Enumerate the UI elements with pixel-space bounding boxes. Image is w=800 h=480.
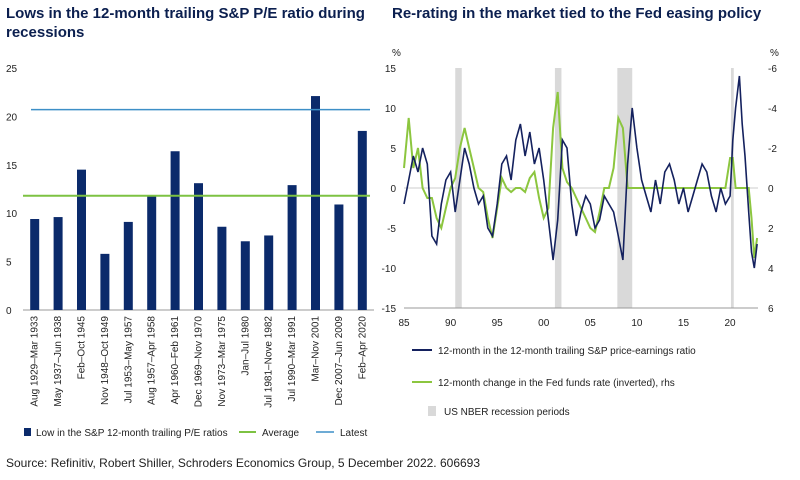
- x-tick-label: Jan–Jul 1980: [240, 316, 251, 376]
- x-tick-label: Nov 1948–Oct 1949: [100, 316, 111, 405]
- source-note: Source: Refinitiv, Robert Shiller, Schro…: [6, 456, 481, 470]
- left-y-tick-label: -10: [382, 264, 397, 275]
- legend-label-latest: Latest: [340, 428, 367, 439]
- right-y-tick-label: 2: [768, 224, 774, 235]
- x-tick-label: 85: [398, 318, 410, 329]
- x-tick-label: Jul 1990–Mar 1991: [287, 316, 298, 402]
- bar-13: [334, 204, 344, 310]
- y-tick-label: 0: [6, 306, 12, 317]
- legend-label-fed: 12-month change in the Fed funds rate (i…: [438, 378, 675, 389]
- bar-0: [30, 219, 40, 310]
- left-y-tick-label: 10: [385, 104, 397, 115]
- x-tick-label: 90: [445, 318, 457, 329]
- right-y-tick-label: -6: [768, 64, 777, 75]
- bar-7: [194, 183, 203, 310]
- right-y-tick-label: 4: [768, 264, 774, 275]
- left-y-tick-label: 5: [390, 144, 396, 155]
- bar-2: [77, 169, 86, 310]
- legend-label-bar: Low in the S&P 12-month trailing P/E rat…: [36, 428, 228, 439]
- bar-1: [53, 217, 63, 310]
- series-pe-line: [403, 75, 758, 269]
- x-tick-label: 95: [492, 318, 504, 329]
- left-y-tick-label: -5: [387, 224, 396, 235]
- right-y-tick-label: -4: [768, 104, 777, 115]
- x-tick-label: May 1937–Jun 1938: [53, 316, 64, 407]
- x-tick-label: Jul 1953–May 1957: [123, 316, 134, 404]
- x-tick-label: Jul 1981–Nove 1982: [264, 316, 275, 408]
- series-fed-funds-line: [403, 91, 759, 259]
- y-tick-label: 15: [6, 161, 18, 172]
- right-y-tick-label: -2: [768, 144, 777, 155]
- legend-swatch-bar: [24, 428, 31, 436]
- right-chart-title: Re-rating in the market tied to the Fed …: [392, 5, 762, 22]
- bar-14: [357, 130, 367, 310]
- x-tick-label: Feb–Apr 2020: [357, 316, 368, 380]
- right-line-chart: % % 15 10 5 0 -5 -10 -15 -6 -4 -2 0 2 4 6 85 90 95 00 05 10 15…: [382, 48, 779, 418]
- y-tick-label: 25: [6, 64, 18, 75]
- x-tick-label: 10: [631, 318, 643, 329]
- left-bar-chart: 0 5 10 15 20 25 Aug 1929–Mar 1933 May 1937–Jun …: [6, 64, 374, 439]
- right-axis-unit: %: [770, 48, 779, 59]
- bar-4: [123, 221, 133, 310]
- bar-12: [311, 96, 320, 311]
- bar-10: [264, 235, 274, 310]
- legend-label-pe: 12-month in the 12-month trailing S&P pr…: [438, 346, 696, 357]
- right-y-tick-label: 0: [768, 184, 774, 195]
- bar-9: [240, 241, 250, 310]
- bar-8: [217, 226, 227, 310]
- x-tick-label: Dec 1969–Nov 1970: [194, 316, 205, 408]
- left-y-tick-label: 0: [390, 184, 396, 195]
- x-tick-label: 15: [678, 318, 690, 329]
- left-chart-title: Lows in the 12-month trailing S&P P/E ra…: [6, 5, 365, 41]
- x-tick-label: Feb–Oct 1945: [77, 316, 88, 380]
- legend-swatch-recession: [428, 406, 436, 416]
- x-tick-label: Aug 1957–Apr 1958: [147, 316, 158, 405]
- x-tick-label: Aug 1929–Mar 1933: [30, 316, 41, 407]
- left-y-tick-label: 15: [385, 64, 397, 75]
- y-tick-label: 10: [6, 209, 18, 220]
- right-y-tick-label: 6: [768, 304, 774, 315]
- x-tick-label: Dec 2007–Jun 2009: [334, 316, 345, 406]
- bar-3: [100, 253, 110, 310]
- left-y-tick-label: -15: [382, 304, 397, 315]
- x-tick-label: Nov 1973–Mar 1975: [217, 316, 228, 407]
- bar-6: [170, 151, 180, 310]
- legend-label-recession: US NBER recession periods: [444, 407, 570, 418]
- x-tick-label: 20: [724, 318, 736, 329]
- y-tick-label: 20: [6, 112, 18, 123]
- x-tick-label: Apr 1960–Feb 1961: [170, 316, 181, 405]
- left-axis-unit: %: [392, 48, 401, 59]
- bar-11: [287, 185, 297, 310]
- bar-5: [147, 195, 157, 310]
- legend-label-average: Average: [262, 428, 300, 439]
- y-tick-label: 5: [6, 258, 12, 269]
- x-tick-label: 00: [538, 318, 550, 329]
- x-tick-label: 05: [585, 318, 597, 329]
- x-tick-label: Mar–Nov 2001: [311, 316, 322, 382]
